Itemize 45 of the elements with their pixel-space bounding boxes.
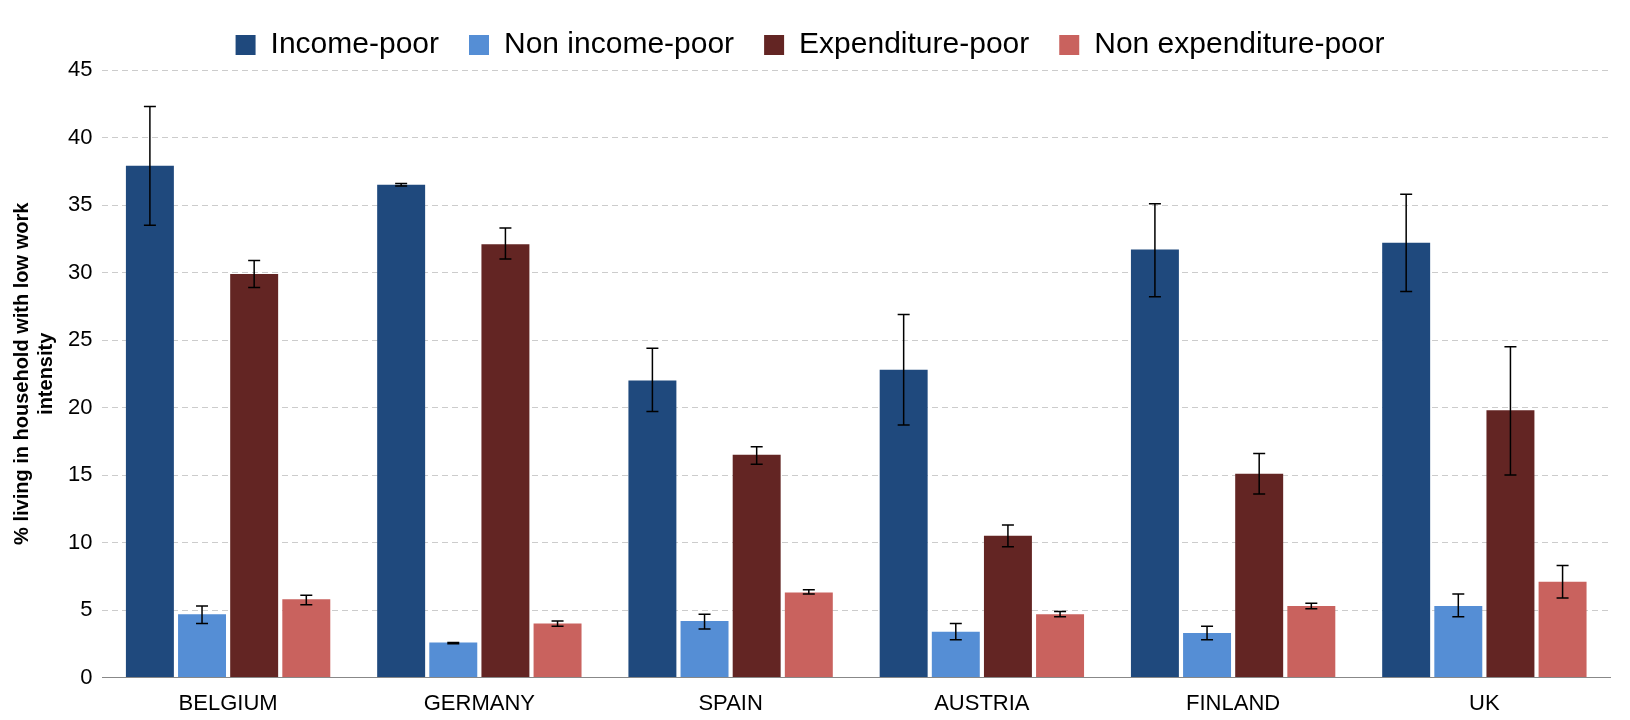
bar [1538, 581, 1587, 678]
bar [931, 631, 980, 678]
bar [680, 620, 729, 678]
legend-label: Expenditure-poor [799, 26, 1030, 60]
y-tick-label: 0 [80, 663, 93, 689]
y-tick-label: 30 [67, 258, 93, 284]
bar [282, 599, 331, 678]
y-axis-title: % living in household with low work intensity [9, 201, 56, 545]
y-tick-label: 40 [67, 123, 93, 149]
bar [429, 642, 478, 678]
bar [732, 454, 781, 678]
legend-label: Income-poor [270, 26, 439, 60]
bar [1036, 614, 1085, 678]
bar [533, 623, 582, 678]
bar [879, 369, 928, 678]
y-tick-label: 15 [67, 461, 93, 487]
bar [1183, 633, 1232, 678]
x-tick-label: FINLAND [1186, 689, 1281, 715]
y-tick-label: 25 [67, 326, 93, 352]
bar [230, 273, 279, 678]
y-tick-label: 10 [67, 528, 93, 554]
y-tick-label: 5 [80, 596, 93, 622]
bar [1434, 606, 1483, 678]
x-tick-label: SPAIN [698, 689, 763, 715]
y-tick-label: 20 [67, 393, 93, 419]
legend-label: Non expenditure-poor [1094, 26, 1385, 60]
bar [628, 380, 677, 678]
x-tick-label: UK [1469, 689, 1500, 715]
bar [377, 184, 426, 678]
bar [1486, 410, 1535, 678]
y-tick-label: 35 [67, 191, 93, 217]
bar [1287, 606, 1336, 678]
bar [1382, 242, 1431, 678]
bar [481, 244, 530, 678]
bar [983, 535, 1032, 678]
bar [125, 165, 174, 678]
bar [1235, 473, 1284, 678]
x-tick-label: AUSTRIA [934, 689, 1030, 715]
x-tick-label: BELGIUM [178, 689, 278, 715]
legend-label: Non income-poor [503, 26, 735, 60]
bar [1130, 249, 1179, 678]
bar [784, 592, 833, 678]
y-tick-label: 45 [67, 56, 93, 82]
bar [178, 614, 227, 678]
x-tick-label: GERMANY [423, 689, 536, 715]
